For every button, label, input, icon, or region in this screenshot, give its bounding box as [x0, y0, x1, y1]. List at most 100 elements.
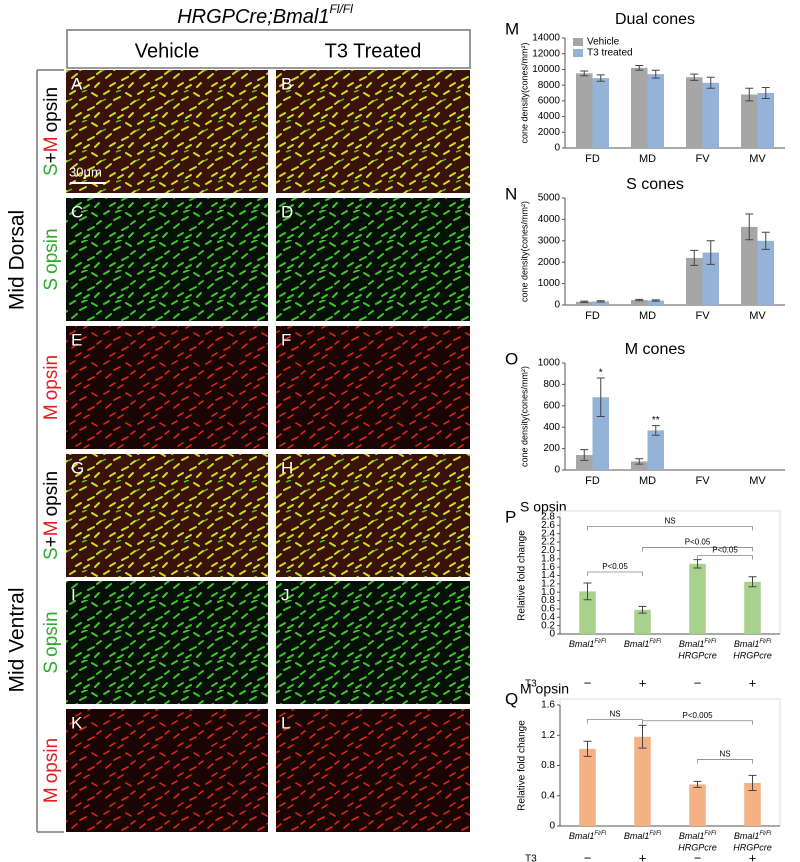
row-value: −	[694, 675, 702, 690]
x-tick-label: Bmal1Fl/Fl	[734, 831, 772, 842]
significance-bracket	[697, 555, 753, 560]
significance-label: NS	[664, 516, 675, 525]
legend-label: Vehicle	[587, 37, 620, 48]
error-bar	[693, 559, 702, 569]
y-tick-label: 6000	[538, 95, 561, 106]
y-tick-label: 12000	[532, 48, 560, 59]
row-label-part: S	[41, 163, 62, 176]
x-tick-label: MV	[749, 475, 766, 487]
error-bar	[638, 605, 647, 614]
chart-title: S opsin	[520, 499, 567, 515]
significance-label: P<0.05	[685, 538, 711, 547]
significance-label: P<0.05	[602, 562, 628, 571]
micrograph-signal	[276, 454, 470, 577]
y-tick-label: 0	[554, 465, 560, 476]
panel-letter: K	[71, 713, 83, 732]
error-bar	[693, 780, 702, 788]
bar	[702, 252, 719, 305]
x-tick-label: FD	[585, 153, 600, 165]
row-label-part: opsin	[41, 471, 62, 516]
row-label: Mopsin	[41, 738, 62, 803]
significance-bracket	[697, 759, 753, 764]
panel-letter: B	[281, 74, 292, 93]
category-superscript: Fl/Fl	[594, 639, 606, 645]
bar	[631, 461, 648, 470]
error-bar	[651, 69, 660, 79]
x-tick-label: MV	[749, 310, 766, 322]
region-label: Mid Dorsal	[6, 210, 29, 310]
x-tick-label: Bmal1Fl/Fl	[569, 831, 607, 842]
error-bar	[690, 73, 699, 81]
error-bar	[635, 65, 644, 71]
y-tick-label: 600	[543, 400, 560, 411]
error-bar	[651, 425, 660, 436]
panel-letter: F	[281, 330, 291, 349]
row-label-part: S	[41, 661, 62, 674]
row-value: −	[584, 850, 592, 862]
micrograph-signal	[276, 581, 470, 704]
bar	[757, 240, 774, 305]
error-bar	[580, 449, 589, 461]
significance-bracket	[642, 547, 753, 552]
x-tick-label: Bmal1Fl/Fl	[624, 639, 662, 650]
category-superscript: Fl/Fl	[649, 639, 661, 645]
chart-title: M opsin	[520, 681, 569, 697]
y-tick-label: 1.2	[541, 578, 555, 589]
bar	[686, 257, 703, 305]
significance-label: NS	[719, 750, 730, 759]
significance-bracket	[642, 720, 753, 725]
error-bar	[690, 249, 699, 266]
row-value: +	[639, 675, 647, 690]
bar	[579, 591, 596, 634]
error-bar	[748, 774, 757, 791]
category-text: Bmal1	[679, 639, 705, 649]
figure-title: HRGPCre;Bmal1Fl/Fl	[177, 2, 353, 28]
x-tick-label: MD	[639, 475, 656, 487]
y-tick-label: 4000	[538, 214, 561, 225]
x-tick-label: MV	[749, 153, 766, 165]
bar	[702, 82, 719, 148]
category-text: Bmal1	[624, 831, 650, 841]
significance-label: P<0.05	[712, 546, 738, 555]
micrograph-signal	[66, 709, 268, 832]
x-tick-label: Bmal1Fl/Fl	[679, 831, 717, 842]
row-label-part: M	[41, 787, 62, 803]
y-tick-label: 2000	[538, 127, 561, 138]
row-label-part: +	[41, 536, 62, 547]
error-bar	[761, 87, 770, 99]
y-tick-label: 8000	[538, 80, 561, 91]
row-label: T3	[525, 679, 537, 690]
bar	[647, 430, 664, 470]
significance-bracket	[587, 571, 643, 576]
micrograph-signal	[276, 70, 470, 193]
x-tick-label: FD	[585, 310, 600, 322]
x-tick-label: HRGPcre	[678, 842, 717, 852]
y-tick-label: 0	[549, 821, 555, 832]
x-tick-label: HRGPcre	[733, 650, 772, 660]
y-tick-label: 1.8	[541, 553, 555, 564]
category-superscript: Fl/Fl	[704, 639, 716, 645]
error-bar	[583, 582, 592, 601]
y-axis-label: cone density(cones/mm²)	[519, 42, 529, 143]
error-bar	[596, 300, 605, 303]
category-superscript: Fl/Fl	[704, 831, 716, 837]
y-axis-label: cone density(cones/mm²)	[519, 366, 529, 467]
legend-swatch	[573, 49, 583, 57]
panel-letter: J	[281, 585, 290, 604]
y-tick-label: 2.4	[541, 528, 555, 539]
bar	[689, 784, 706, 826]
y-tick-label: 1.4	[541, 570, 555, 581]
panel-letter: H	[281, 458, 293, 477]
region-label: Mid Ventral	[6, 587, 29, 692]
significance-label: **	[652, 415, 660, 426]
micrograph-signal	[276, 198, 470, 321]
row-value: −	[694, 850, 702, 862]
category-text: Bmal1	[624, 639, 650, 649]
x-tick-label: HRGPcre	[678, 650, 717, 660]
bar	[634, 736, 651, 826]
micrograph-signal	[66, 454, 268, 577]
y-axis-label: Relative fold change	[517, 720, 528, 811]
y-tick-label: 2000	[538, 257, 561, 268]
row-label-part: opsin	[41, 611, 62, 656]
x-tick-label: FV	[695, 475, 710, 487]
